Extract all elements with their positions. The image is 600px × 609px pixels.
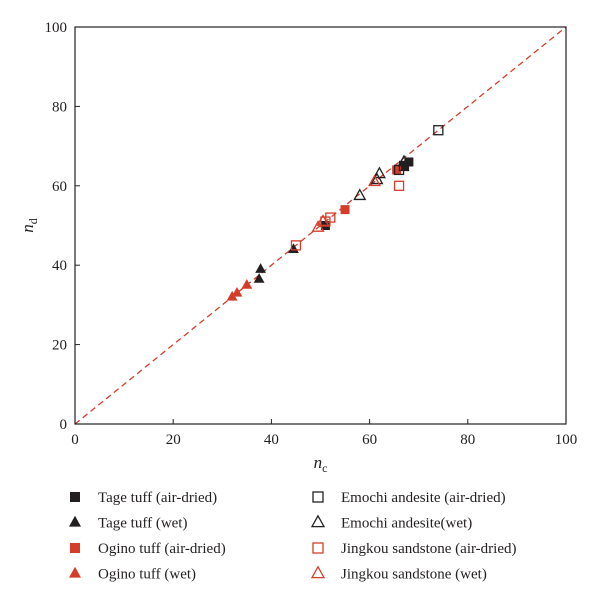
data-point bbox=[397, 154, 411, 167]
data-point bbox=[290, 240, 302, 251]
data-point bbox=[316, 214, 330, 226]
data-point bbox=[253, 273, 265, 283]
x-tick-label: 20 bbox=[166, 432, 181, 448]
plot-frame bbox=[74, 26, 567, 425]
data-point bbox=[372, 166, 386, 179]
data-point bbox=[340, 205, 350, 215]
legend: Tage tuff (air-dried) Tage tuff (wet) Ogin… bbox=[69, 490, 517, 583]
y-tick-label: 80 bbox=[52, 99, 67, 115]
legend-marker bbox=[70, 543, 80, 553]
y-tick-label: 0 bbox=[60, 417, 68, 433]
series-1 bbox=[253, 243, 299, 283]
legend-label: Emochi andesite (air-dried) bbox=[341, 490, 506, 506]
legend-marker bbox=[312, 542, 324, 554]
data-point bbox=[288, 243, 299, 254]
legend-label: Tage tuff (wet) bbox=[98, 516, 187, 532]
legend-item: Ogino tuff (wet) bbox=[69, 567, 196, 583]
data-point bbox=[325, 212, 336, 223]
legend-label: Jingkou sandstone (wet) bbox=[341, 567, 487, 583]
x-tick-label: 40 bbox=[264, 432, 279, 448]
y-tick-label: 40 bbox=[52, 258, 67, 274]
legend-marker bbox=[310, 565, 326, 579]
plot-area bbox=[74, 26, 567, 425]
data-point bbox=[392, 165, 402, 175]
data-point bbox=[433, 125, 444, 136]
data-point bbox=[226, 290, 238, 301]
data-point bbox=[368, 174, 382, 187]
data-point bbox=[241, 279, 253, 289]
axes: 0 20 40 60 80 100 0 20 40 60 80 100 nc nd bbox=[18, 20, 577, 475]
legend-item: Tage tuff (air-dried) bbox=[70, 490, 217, 506]
legend-label: Ogino tuff (air-dried) bbox=[98, 541, 226, 557]
legend-item: Jingkou sandstone (wet) bbox=[310, 565, 487, 583]
series-2 bbox=[340, 165, 402, 215]
data-point bbox=[231, 286, 243, 297]
y-tick-label: 20 bbox=[52, 338, 67, 354]
series-7 bbox=[311, 174, 382, 232]
y-tick-label: 60 bbox=[52, 179, 67, 195]
x-tick-label: 0 bbox=[71, 432, 79, 448]
legend-item: Jingkou sandstone (air-dried) bbox=[312, 541, 517, 557]
data-point bbox=[353, 188, 367, 201]
x-tick-label: 100 bbox=[555, 432, 578, 448]
series-5 bbox=[353, 154, 411, 201]
legend-item: Emochi andesite(wet) bbox=[310, 514, 472, 532]
legend-label: Jingkou sandstone (air-dried) bbox=[341, 541, 517, 557]
series-6 bbox=[290, 180, 405, 251]
legend-label: Emochi andesite(wet) bbox=[341, 516, 472, 532]
legend-marker bbox=[70, 492, 80, 502]
x-tick-label: 80 bbox=[460, 432, 475, 448]
data-point bbox=[255, 263, 266, 273]
legend-marker bbox=[69, 566, 81, 578]
legend-marker bbox=[69, 515, 81, 527]
x-tick-label: 60 bbox=[362, 432, 377, 448]
legend-label: Tage tuff (air-dried) bbox=[98, 490, 217, 506]
legend-item: Tage tuff (wet) bbox=[69, 516, 187, 532]
data-point bbox=[393, 180, 405, 191]
data-point bbox=[370, 172, 384, 185]
legend-item: Emochi andesite (air-dried) bbox=[312, 490, 506, 506]
data-point bbox=[311, 220, 325, 232]
legend-marker bbox=[312, 491, 324, 503]
legend-item: Ogino tuff (air-dried) bbox=[70, 541, 226, 557]
y-axis-label: nd bbox=[18, 218, 40, 233]
series-3 bbox=[226, 279, 253, 301]
legend-marker bbox=[310, 514, 326, 528]
x-axis-label: nc bbox=[314, 453, 328, 475]
y-tick-label: 100 bbox=[45, 20, 68, 36]
legend-label: Ogino tuff (wet) bbox=[98, 567, 196, 583]
